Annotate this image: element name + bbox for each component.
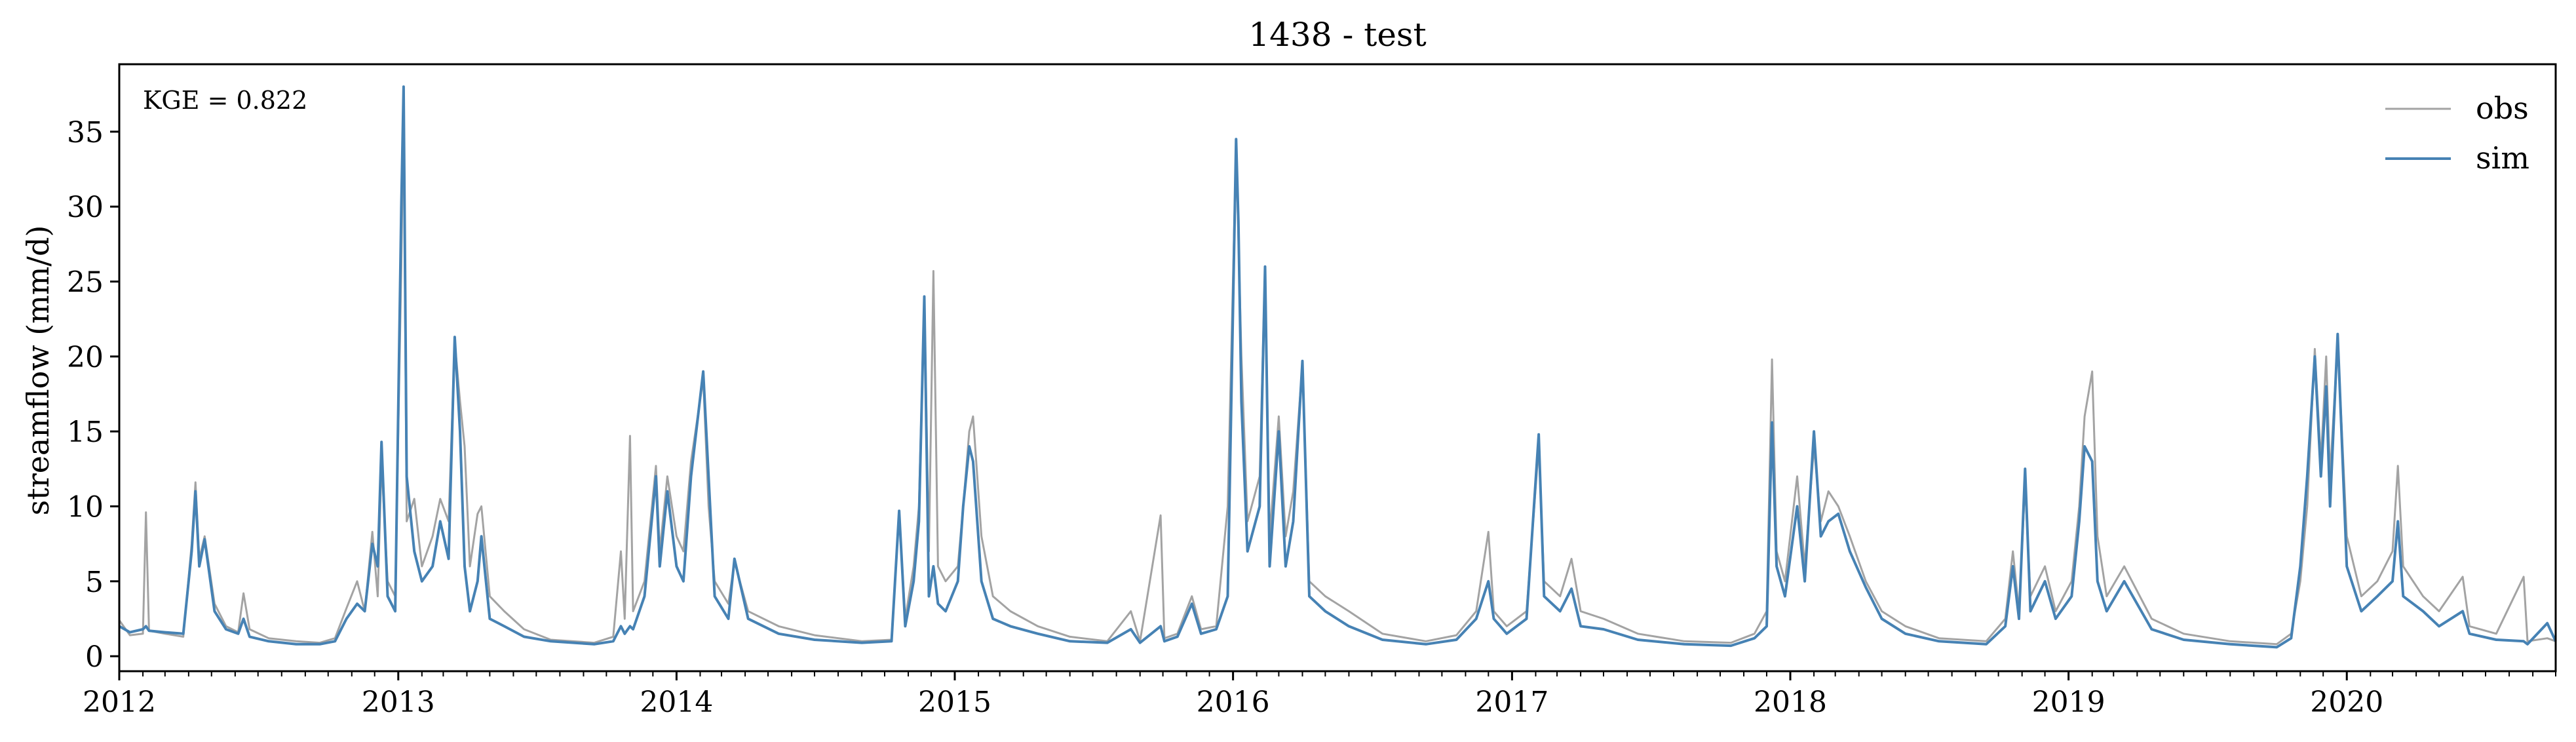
x-tick-label: 2012	[83, 686, 156, 719]
x-tick-label: 2013	[362, 686, 435, 719]
y-tick-label: 20	[67, 341, 104, 374]
x-tick-label: 2018	[1754, 686, 1827, 719]
y-axis-label: streamflow (mm/d)	[20, 225, 56, 516]
x-axis: 2012 2013 2014 2015 2016 2017 2018 2019 2020	[83, 671, 2556, 719]
legend-label-sim: sim	[2476, 140, 2529, 176]
series-line-obs	[118, 100, 2556, 646]
x-tick-label: 2020	[2310, 686, 2383, 719]
plot-frame	[118, 63, 2557, 673]
legend-label-obs: obs	[2476, 90, 2529, 126]
y-tick-label: 25	[67, 266, 104, 300]
series-lines	[118, 85, 2557, 649]
x-tick-label: 2015	[918, 686, 991, 719]
x-tick-label: 2017	[1475, 686, 1548, 719]
y-tick-label: 10	[67, 490, 104, 524]
y-tick-label: 0	[85, 640, 104, 674]
y-axis: 0 5 10 15 20 25 30 35	[67, 116, 119, 674]
y-tick-label: 30	[67, 191, 104, 224]
y-tick-label: 35	[67, 116, 104, 149]
y-tick-label: 15	[67, 416, 104, 449]
x-tick-label: 2019	[2032, 686, 2105, 719]
x-tick-label: 2014	[640, 686, 713, 719]
kge-annotation: KGE = 0.822	[143, 86, 307, 115]
legend: obs sim	[2385, 90, 2529, 176]
x-tick-label: 2016	[1197, 686, 1270, 719]
y-tick-label: 5	[85, 566, 104, 599]
chart-title: 1438 - test	[1248, 16, 1426, 54]
series-line-sim	[119, 85, 2557, 649]
